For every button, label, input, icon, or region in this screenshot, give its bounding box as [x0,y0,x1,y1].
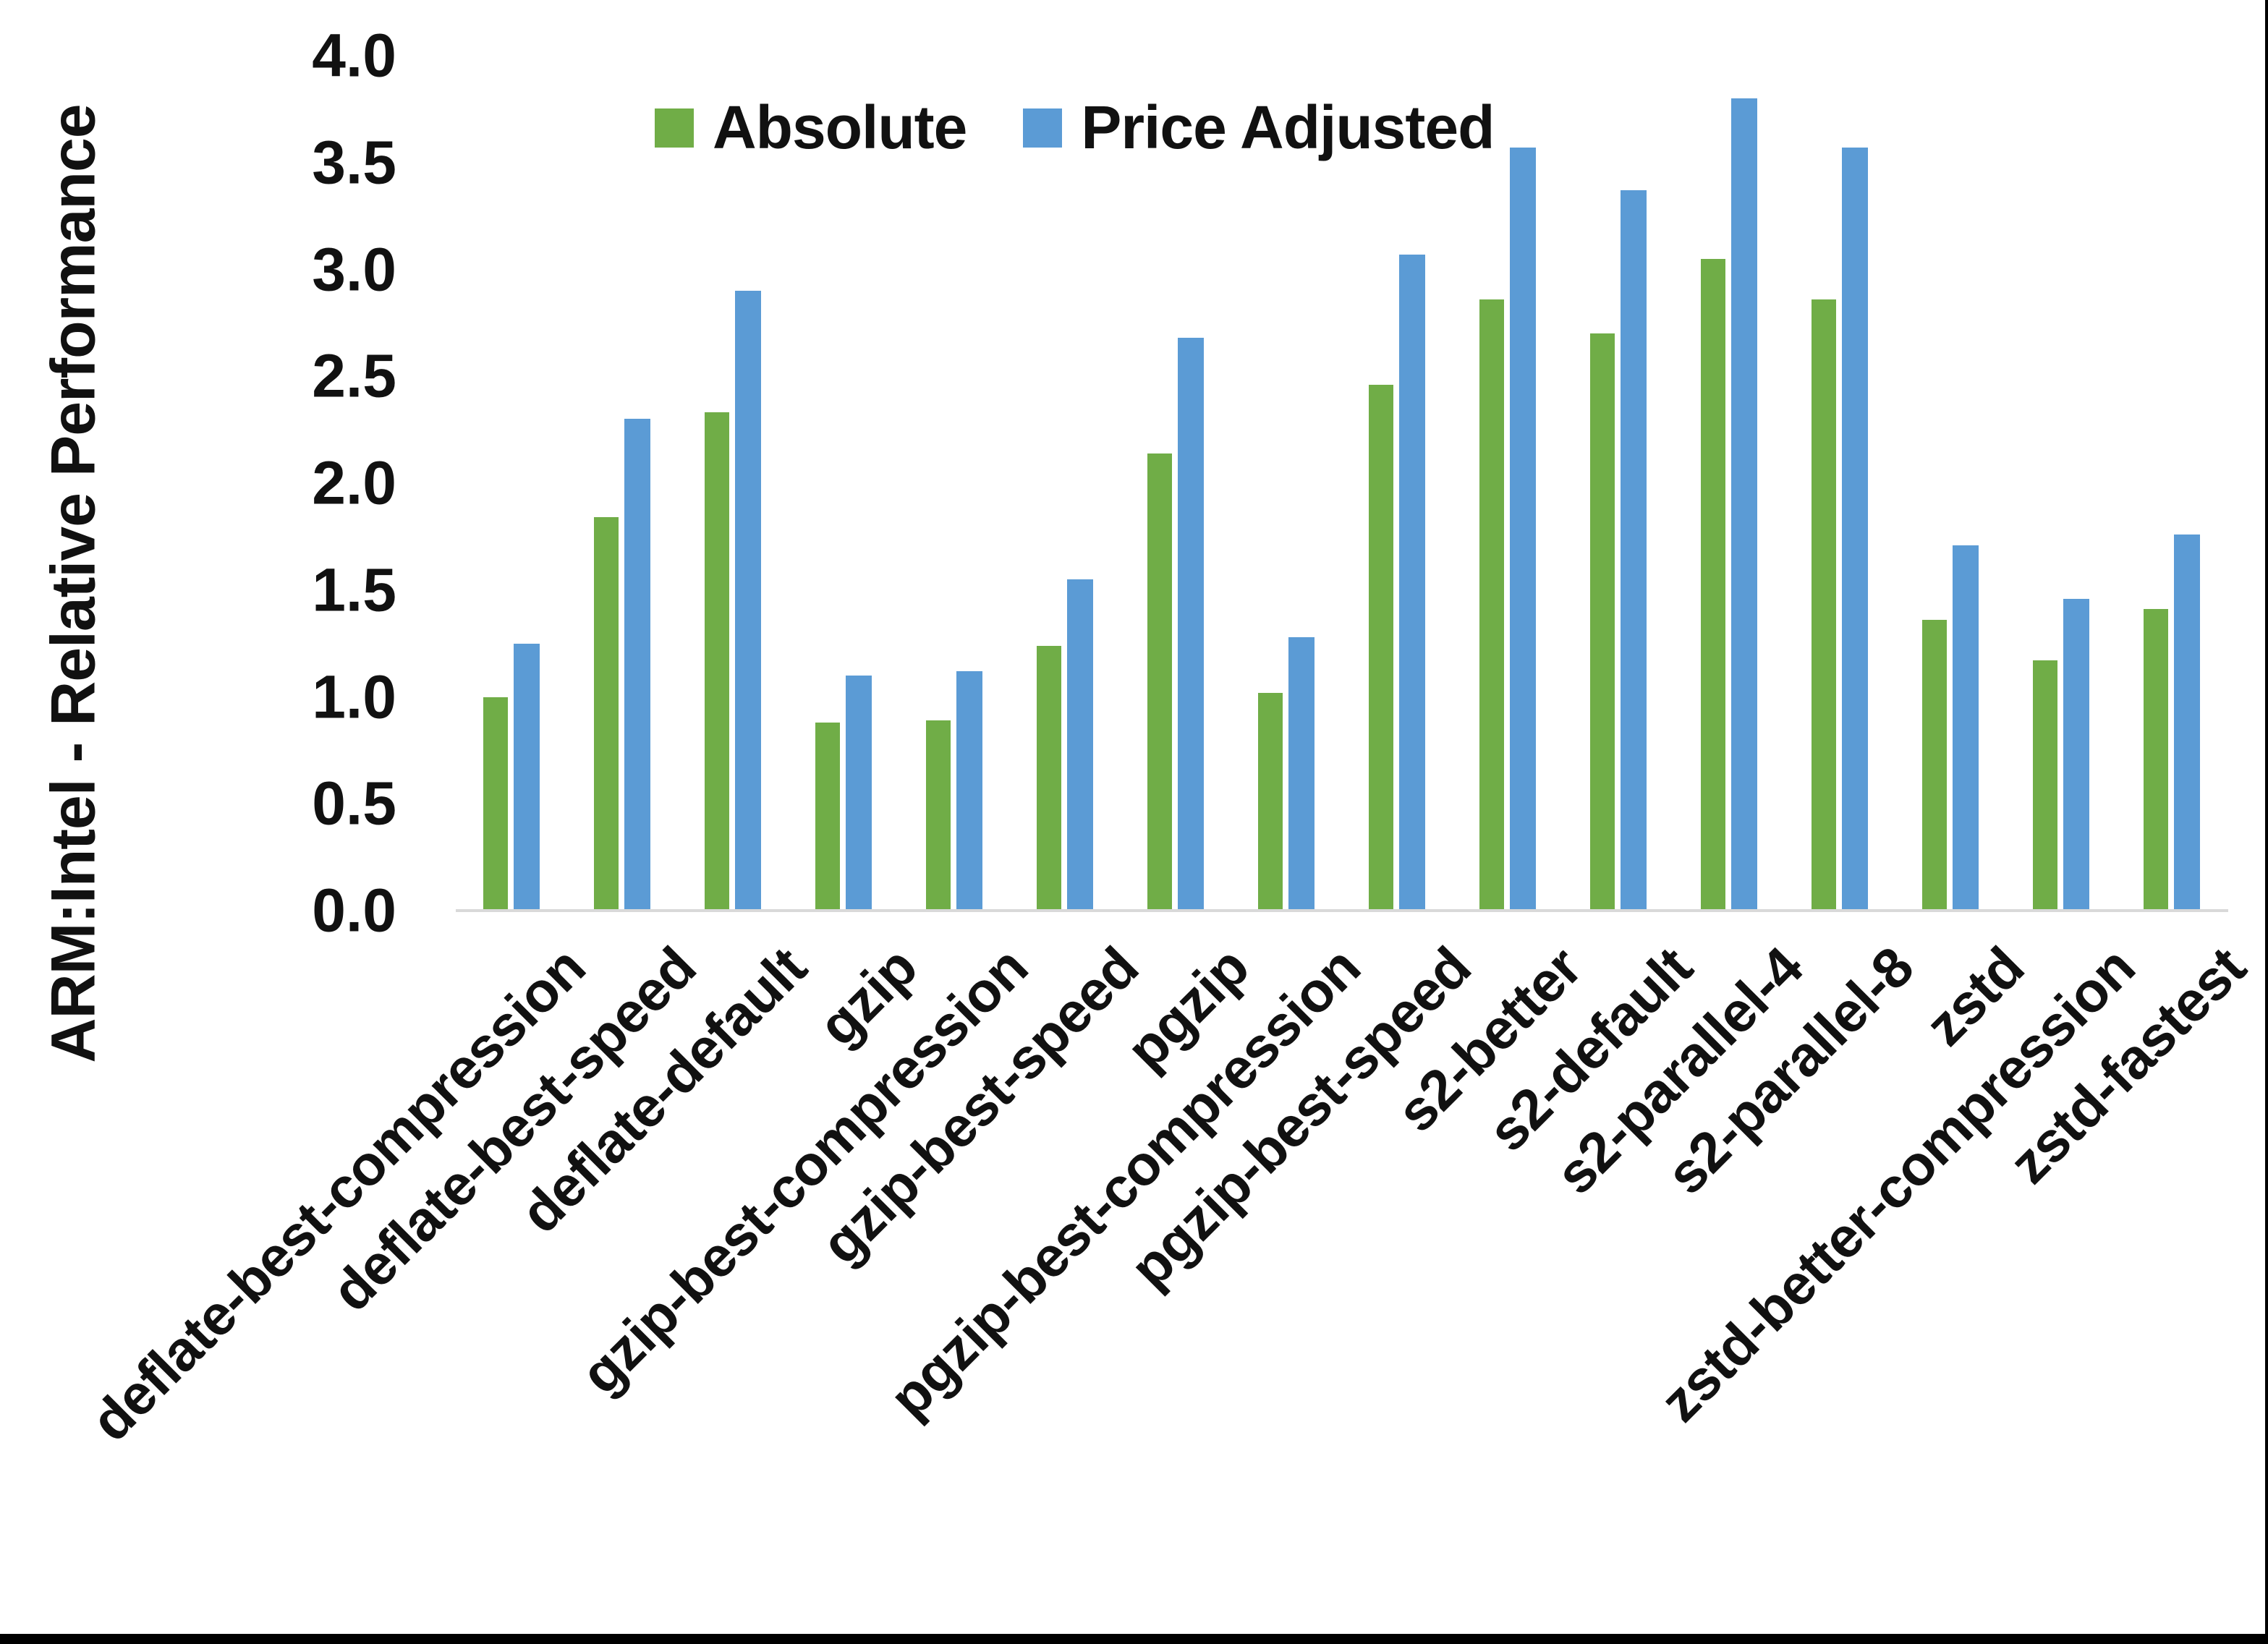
y-tick-label-3.5: 3.5 [312,128,396,197]
bar-price-adjusted-gzip-best-compression [956,671,982,911]
y-tick-label-3.0: 3.0 [312,235,396,303]
bar-absolute-pgzip-best-speed [1369,385,1393,911]
bar-price-adjusted-s2-default [1621,190,1647,911]
bar-absolute-s2-parallel-4 [1701,258,1725,911]
legend-label-absolute: Absolute [713,93,967,161]
bar-price-adjusted-s2-better [1510,148,1536,911]
bar-price-adjusted-zstd [1953,545,1979,911]
bar-absolute-deflate-default [705,412,729,911]
bar-absolute-gzip [815,722,840,911]
bar-price-adjusted-pgzip [1178,338,1204,911]
bar-absolute-zstd-fastest [2144,609,2168,911]
y-tick-label-2.0: 2.0 [312,448,396,517]
bar-price-adjusted-zstd-fastest [2174,534,2200,911]
bar-absolute-gzip-best-speed [1037,645,1061,911]
bar-price-adjusted-zstd-better-compression [2063,598,2089,911]
bar-absolute-pgzip [1147,453,1172,911]
bar-price-adjusted-pgzip-best-compression [1288,636,1314,911]
right-border-bar [2265,0,2268,1644]
bar-absolute-pgzip-best-compression [1258,692,1283,911]
legend: Absolute Price Adjusted [655,93,1495,163]
bar-price-adjusted-gzip [846,675,872,911]
legend-item-absolute: Absolute [655,93,967,163]
x-axis-line [456,909,2228,912]
y-tick-label-0.5: 0.5 [312,769,396,838]
bar-absolute-deflate-best-compression [483,697,508,911]
y-axis-title: ARM:Intel - Relative Performance [38,104,109,1063]
bar-price-adjusted-s2-parallel-4 [1731,98,1757,911]
legend-swatch-price-adjusted [1023,108,1063,148]
legend-item-price-adjusted: Price Adjusted [1023,93,1495,163]
bar-absolute-s2-default [1590,333,1615,911]
y-tick-label-1.5: 1.5 [312,555,396,624]
bar-price-adjusted-deflate-best-speed [624,419,650,911]
bar-absolute-zstd-better-compression [2033,660,2057,911]
bar-absolute-zstd [1922,620,1947,911]
bar-absolute-deflate-best-speed [594,517,619,911]
y-tick-label-2.5: 2.5 [312,341,396,410]
bar-absolute-gzip-best-compression [926,720,951,911]
y-tick-label-1.0: 1.0 [312,663,396,731]
y-axis-tick-labels: 0.0 0.5 1.0 1.5 2.0 2.5 3.0 3.5 4.0 [239,0,396,1644]
legend-label-price-adjusted: Price Adjusted [1081,93,1495,161]
bar-price-adjusted-deflate-best-compression [514,643,540,911]
legend-swatch-absolute [655,108,694,148]
bottom-border-bar [0,1634,2268,1644]
bar-price-adjusted-deflate-default [735,291,761,911]
bar-absolute-s2-parallel-8 [1812,299,1836,911]
bar-price-adjusted-pgzip-best-speed [1399,254,1425,911]
bar-price-adjusted-s2-parallel-8 [1842,148,1868,911]
y-tick-label-0.0: 0.0 [312,876,396,945]
y-tick-label-4.0: 4.0 [312,21,396,90]
bar-price-adjusted-gzip-best-speed [1067,579,1093,911]
bar-absolute-s2-better [1479,299,1504,911]
